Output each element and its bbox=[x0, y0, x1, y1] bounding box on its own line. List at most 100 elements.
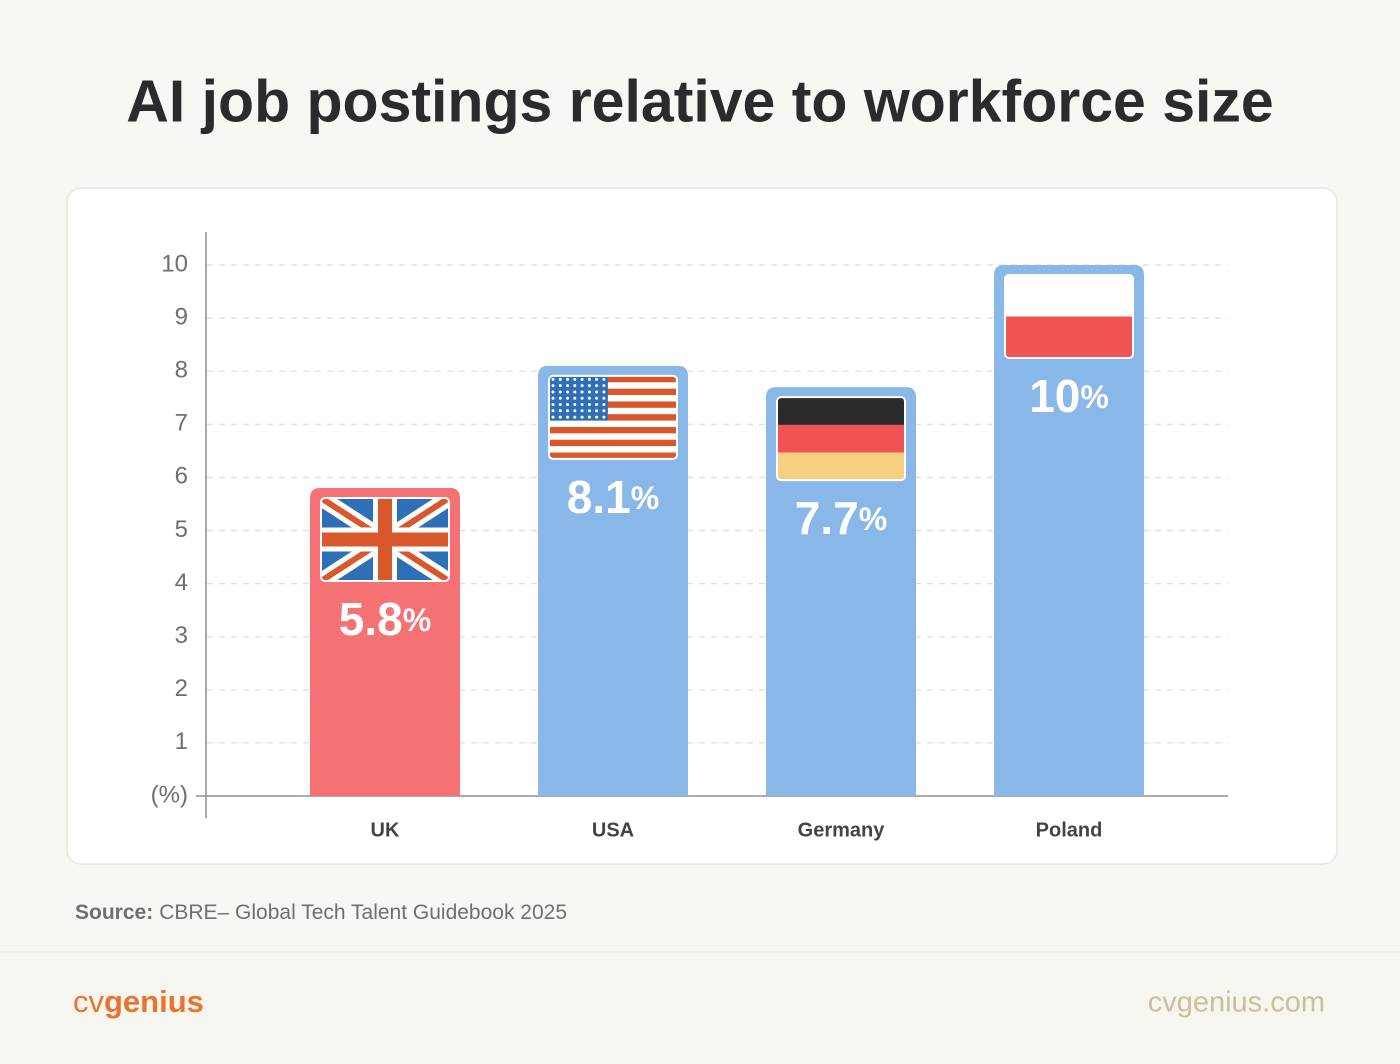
flag-star bbox=[573, 403, 577, 407]
flag-stripe bbox=[549, 446, 677, 454]
flag-cross-red bbox=[321, 498, 449, 582]
flag-canton bbox=[549, 375, 608, 421]
flag-stripe bbox=[549, 388, 677, 396]
flag-band bbox=[777, 424, 905, 453]
flag-stripe bbox=[549, 433, 677, 441]
flag bbox=[321, 498, 449, 582]
value-label: 10% bbox=[1029, 370, 1109, 422]
y-tick-label: 5 bbox=[175, 516, 188, 543]
flag-stripe bbox=[549, 382, 677, 390]
flag-star bbox=[587, 403, 591, 407]
flag-star bbox=[566, 415, 570, 419]
flag-star bbox=[558, 384, 562, 388]
flag bbox=[777, 397, 905, 481]
flag-star bbox=[587, 409, 591, 413]
flag-border bbox=[776, 396, 906, 482]
bar bbox=[994, 265, 1144, 796]
y-tick-label: 10 bbox=[161, 250, 188, 277]
y-tick-label: 7 bbox=[175, 410, 188, 437]
y-tick-label: 3 bbox=[175, 622, 188, 649]
flag-star bbox=[573, 384, 577, 388]
brand-bold: genius bbox=[104, 984, 204, 1019]
flag-star bbox=[558, 403, 562, 407]
flag-band bbox=[777, 397, 905, 426]
flag-star bbox=[566, 396, 570, 400]
flag-star bbox=[580, 384, 584, 388]
flag-band bbox=[1005, 316, 1133, 358]
flag-star bbox=[595, 384, 599, 388]
flag-star bbox=[566, 409, 570, 413]
flag-star bbox=[602, 403, 606, 407]
flag-star bbox=[595, 415, 599, 419]
y-tick-label: 6 bbox=[175, 463, 188, 490]
flag-star bbox=[551, 403, 555, 407]
flag-star bbox=[551, 415, 555, 419]
y-tick-label: 9 bbox=[175, 303, 188, 330]
flag-star bbox=[587, 415, 591, 419]
flag-star bbox=[573, 377, 577, 381]
flag-star bbox=[573, 396, 577, 400]
bar bbox=[766, 387, 916, 796]
value-label: 5.8% bbox=[339, 593, 431, 645]
flag-star bbox=[595, 403, 599, 407]
source-label: Source: bbox=[75, 901, 153, 924]
flag-star bbox=[595, 409, 599, 413]
flag-star bbox=[558, 415, 562, 419]
flag-star bbox=[551, 377, 555, 381]
flag-star bbox=[573, 409, 577, 413]
flag bbox=[1005, 275, 1133, 358]
flag-star bbox=[587, 384, 591, 388]
flag-stripe bbox=[549, 407, 677, 415]
y-tick-label: 8 bbox=[175, 357, 188, 384]
website: cvgenius.com bbox=[1148, 987, 1325, 1019]
source-note: Source: CBRE– Global Tech Talent Guideboo… bbox=[75, 901, 567, 924]
source-text: CBRE– Global Tech Talent Guidebook 2025 bbox=[159, 901, 567, 924]
flag-star bbox=[602, 384, 606, 388]
flag-band bbox=[1005, 275, 1133, 317]
flag-star bbox=[602, 415, 606, 419]
flag-star bbox=[551, 396, 555, 400]
flag-star bbox=[602, 409, 606, 413]
bar bbox=[538, 365, 688, 796]
flag-star bbox=[580, 396, 584, 400]
flag-star bbox=[580, 415, 584, 419]
flag bbox=[549, 375, 677, 459]
flag-star bbox=[566, 390, 570, 394]
flag-star bbox=[573, 390, 577, 394]
flag-stripe bbox=[549, 414, 677, 422]
flag-star bbox=[573, 415, 577, 419]
flag-star bbox=[602, 396, 606, 400]
flag-star bbox=[595, 377, 599, 381]
flag-star bbox=[558, 377, 562, 381]
flag-star bbox=[580, 409, 584, 413]
flag-star bbox=[595, 390, 599, 394]
x-tick-label: Germany bbox=[798, 819, 886, 841]
flag-star bbox=[587, 396, 591, 400]
x-tick-label: USA bbox=[592, 819, 634, 841]
flag-star bbox=[587, 377, 591, 381]
value-label: 8.1% bbox=[567, 471, 659, 523]
flag-stripe bbox=[549, 420, 677, 428]
flag-star bbox=[558, 396, 562, 400]
y-tick-label: 2 bbox=[175, 675, 188, 702]
flag-border bbox=[320, 497, 450, 583]
flag-star bbox=[558, 409, 562, 413]
flag-star bbox=[580, 390, 584, 394]
chart-title: AI job postings relative to workforce si… bbox=[126, 69, 1273, 135]
brand-logo: cvgenius bbox=[73, 984, 204, 1019]
flag-star bbox=[558, 390, 562, 394]
flag-border bbox=[1004, 274, 1134, 359]
flag-stripe bbox=[549, 395, 677, 402]
flag-band bbox=[777, 452, 905, 481]
flag-star bbox=[580, 403, 584, 407]
flag-stripe bbox=[549, 439, 677, 447]
y-tick-label: 4 bbox=[175, 569, 188, 596]
x-tick-label: Poland bbox=[1036, 819, 1103, 841]
flag-star bbox=[595, 396, 599, 400]
brand-light: cv bbox=[73, 984, 105, 1019]
flag-star bbox=[602, 390, 606, 394]
flag-star bbox=[551, 384, 555, 388]
y-tick-label: (%) bbox=[151, 781, 188, 808]
flag-stripe bbox=[549, 375, 677, 383]
